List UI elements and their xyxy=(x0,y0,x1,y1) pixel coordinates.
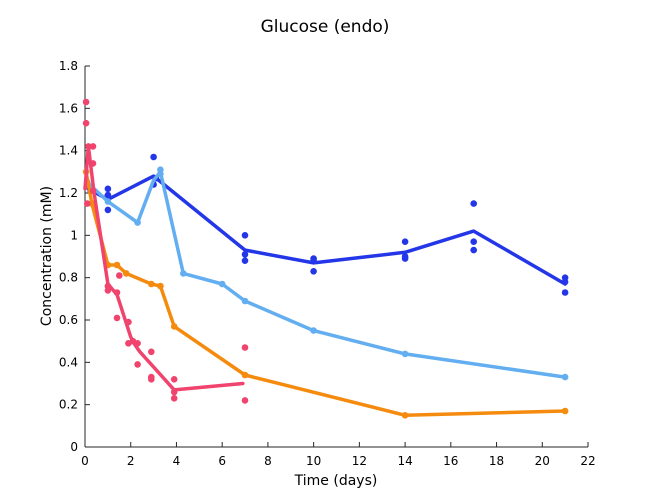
data-point xyxy=(241,257,249,265)
y-tick-label: 1.2 xyxy=(59,186,78,200)
data-point xyxy=(401,412,409,419)
data-point xyxy=(561,407,569,415)
x-tick-label: 22 xyxy=(580,454,595,468)
series-line xyxy=(83,144,245,392)
data-point xyxy=(88,200,96,207)
data-point xyxy=(170,395,178,402)
plot-area: 0 2 4 6 8 10 12 14 16 18 20 22 0 0.2 0.4 0.6 0.8 1 1.2 1.4… xyxy=(59,59,596,468)
data-point xyxy=(104,206,112,214)
data-point xyxy=(89,187,97,195)
data-point xyxy=(561,373,569,381)
x-tick-label: 16 xyxy=(443,454,458,468)
y-tick-label: 0.2 xyxy=(59,398,78,412)
data-point xyxy=(116,272,123,279)
x-axis-label: Time (days) xyxy=(294,473,378,489)
x-tick-label: 12 xyxy=(352,454,367,468)
data-point xyxy=(104,198,112,205)
y-tick-label: 0.4 xyxy=(59,355,78,369)
data-point xyxy=(401,350,409,358)
data-point xyxy=(113,289,121,296)
x-tick-label: 0 xyxy=(81,454,89,468)
data-point xyxy=(561,289,569,296)
y-ticks: 0 0.2 0.4 0.6 0.8 1 1.2 1.4 1.6 1.8 xyxy=(59,59,90,454)
data-point xyxy=(157,170,164,178)
data-point xyxy=(104,287,112,294)
y-tick-label: 0.6 xyxy=(59,313,78,327)
series-1 xyxy=(84,153,569,296)
series-line xyxy=(84,170,567,418)
data-point xyxy=(470,246,478,254)
data-point xyxy=(148,348,155,356)
data-point xyxy=(241,297,249,305)
data-point xyxy=(241,344,249,351)
data-point xyxy=(134,361,141,368)
data-point xyxy=(85,143,92,150)
data-point xyxy=(104,191,112,199)
y-tick-label: 0.8 xyxy=(59,271,78,285)
data-point xyxy=(134,219,141,226)
data-point xyxy=(157,282,164,290)
y-tick-label: 1 xyxy=(70,228,78,242)
x-tick-label: 8 xyxy=(264,454,272,468)
x-tick-label: 6 xyxy=(218,454,226,468)
data-point xyxy=(401,238,409,245)
x-tick-label: 4 xyxy=(173,454,181,468)
x-ticks: 0 2 4 6 8 10 12 14 16 18 20 22 xyxy=(81,442,596,468)
series-2 xyxy=(84,166,569,381)
series-4 xyxy=(82,98,249,404)
data-point xyxy=(470,238,478,245)
data-point xyxy=(170,388,178,396)
data-point xyxy=(84,200,91,207)
data-point xyxy=(150,153,157,161)
data-point xyxy=(104,185,112,193)
data-point xyxy=(82,119,90,127)
data-point xyxy=(310,257,317,265)
chart-title: Glucose (endo) xyxy=(261,17,390,37)
series-layer xyxy=(82,98,569,419)
y-axis-label: Concentration (mM) xyxy=(39,186,55,326)
data-point xyxy=(148,280,155,288)
data-point xyxy=(310,268,317,275)
y-tick-label: 1.4 xyxy=(59,144,78,158)
data-point xyxy=(82,98,90,106)
x-tick-label: 18 xyxy=(489,454,504,468)
series-line xyxy=(86,174,567,286)
data-point xyxy=(113,261,121,269)
y-tick-label: 1.8 xyxy=(59,59,78,73)
y-tick-label: 1.6 xyxy=(59,101,78,115)
data-point xyxy=(125,318,132,326)
data-point xyxy=(470,200,478,207)
data-point xyxy=(401,255,409,262)
data-point xyxy=(170,323,178,330)
data-point xyxy=(89,160,97,167)
data-point xyxy=(310,327,317,334)
data-point xyxy=(241,251,249,258)
x-tick-label: 2 xyxy=(127,454,135,468)
data-point xyxy=(561,278,569,286)
data-point xyxy=(122,270,130,277)
series-3 xyxy=(82,168,569,419)
data-point xyxy=(241,397,249,404)
y-tick-label: 0 xyxy=(70,440,78,454)
data-point xyxy=(180,270,187,277)
data-point xyxy=(241,371,249,379)
data-point xyxy=(89,143,97,150)
data-point xyxy=(113,314,121,322)
x-tick-label: 14 xyxy=(397,454,412,468)
series-line xyxy=(85,170,567,379)
x-tick-label: 10 xyxy=(306,454,321,468)
x-tick-label: 20 xyxy=(535,454,550,468)
data-point xyxy=(134,340,141,347)
data-point xyxy=(148,376,155,383)
data-point xyxy=(241,232,249,239)
data-point xyxy=(170,376,178,383)
data-point xyxy=(218,280,226,288)
